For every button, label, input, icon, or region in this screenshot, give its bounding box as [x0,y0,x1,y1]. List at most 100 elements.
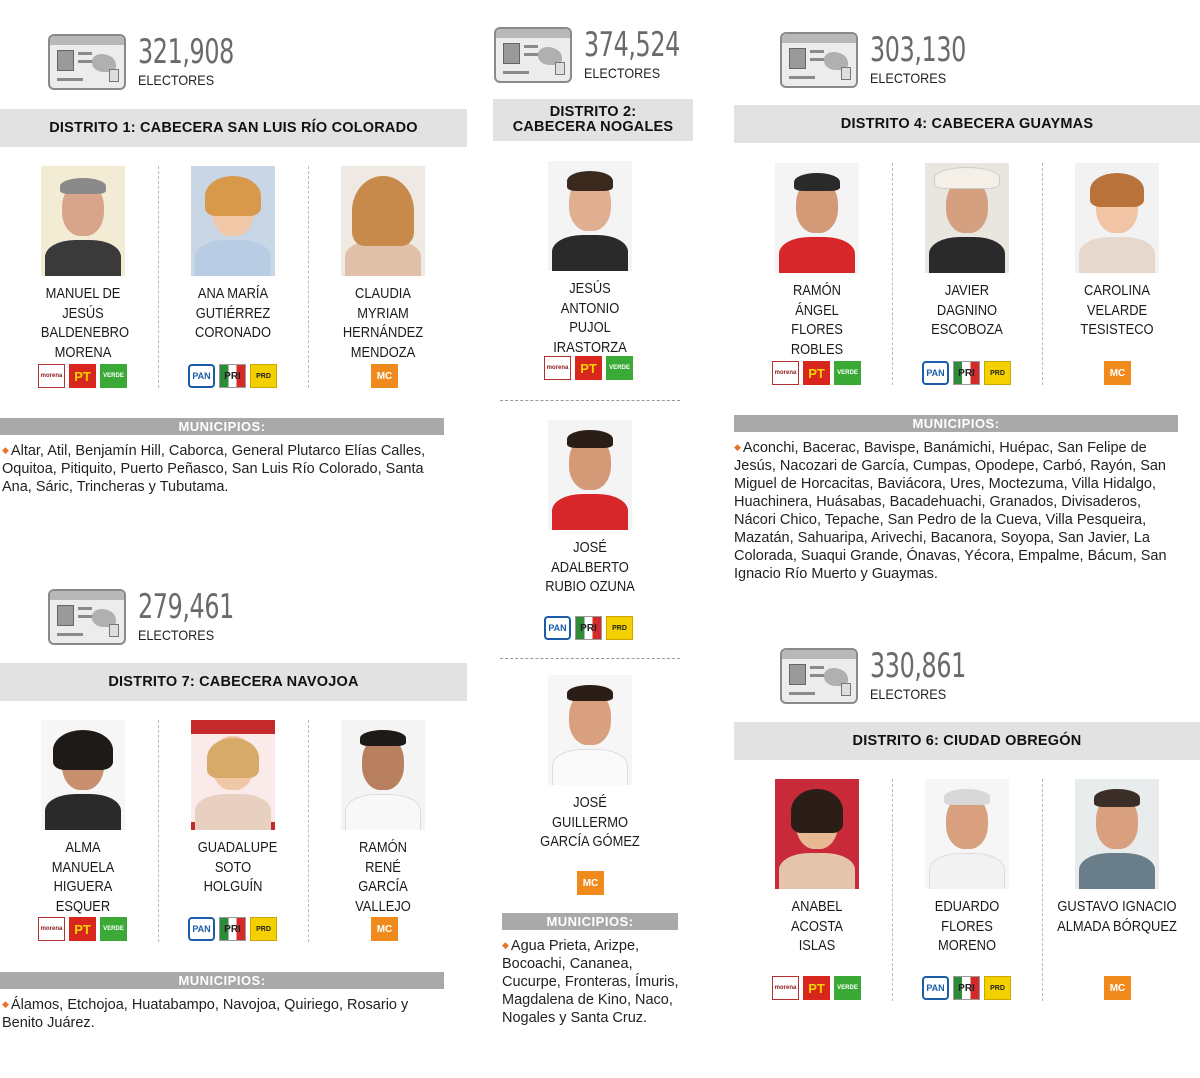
prd-logo: PRD [250,917,277,941]
orange-diamond-bullet-icon: ◆ [2,999,9,1009]
candidate-name: GUSTAVO IGNACIO ALMADA BÓRQUEZ [1057,898,1177,935]
verde-logo: VERDE [834,361,861,385]
candidate-d6-3: GUSTAVO IGNACIO ALMADA BÓRQUEZ [1042,779,1192,936]
candidate-photo [775,779,859,889]
candidate-d1-2: ANA MARÍA GUTIÉRREZ CORONADO [158,166,308,343]
candidate-d4-3: CAROLINA VELARDE TESISTECO [1042,163,1192,340]
municipios-header: MUNICIPIOS: [0,972,444,989]
pan-logo: PAN [188,364,215,388]
candidate-photo [548,161,632,271]
party-logos: MC [371,917,398,941]
candidate-d7-1: ALMA MANUELA HIGUERA ESQUER [8,720,158,916]
party-logos: PAN PRI PRD [922,361,1011,385]
party-logos: morena PT VERDE [772,361,861,385]
candidate-photo [925,779,1009,889]
candidate-d6-1: ANABEL ACOSTA ISLAS [742,779,892,956]
municipios-list: ◆ Aconchi, Bacerac, Bavispe, Banámichi, H… [734,440,1167,582]
district-6-title: DISTRITO 6: CIUDAD OBREGÓN [734,722,1200,760]
verde-logo: VERDE [834,976,861,1000]
candidate-d4-1: RAMÓN ÁNGEL FLORES ROBLES [742,163,892,359]
candidate-d1-3: CLAUDIA MYRIAM HERNÁNDEZ MENDOZA [308,166,458,362]
voters-d1: 321,908 ELECTORES [48,34,261,90]
pri-logo: PRI [953,976,980,1000]
candidate-name: ALMA MANUELA HIGUERA ESQUER [51,839,115,915]
mc-logo: MC [371,364,398,388]
voters-label: ELECTORES [584,65,661,81]
mc-logo: MC [371,917,398,941]
pt-logo: PT [575,356,602,380]
candidate-name: MANUEL DE JESÚS BALDENEBRO MORENA [40,285,130,361]
candidate-name: RAMÓN RENÉ GARCÍA VALLEJO [355,839,411,915]
candidate-photo [341,720,425,830]
pan-logo: PAN [922,976,949,1000]
morena-logo: morena [38,917,65,941]
pri-logo: PRI [953,361,980,385]
party-logos: MC [371,364,398,388]
morena-logo: morena [772,361,799,385]
municipios-list: ◆ Álamos, Etchojoa, Huatabampo, Navojoa, … [2,997,409,1031]
candidate-photo [1075,163,1159,273]
district-2-title: DISTRITO 2: CABECERA NOGALES [493,99,693,141]
candidate-name: JAVIER DAGNINO ESCOBOZA [931,282,1003,338]
candidate-photo [548,675,632,785]
voters-count: 303,130 [870,30,966,70]
party-logos: morena PT VERDE [38,917,127,941]
pan-logo: PAN [922,361,949,385]
party-logos: PAN PRI PRD [922,976,1011,1000]
municipios-list: ◆ Altar, Atil, Benjamín Hill, Caborca, Ge… [2,443,426,495]
candidate-photo [191,166,275,276]
orange-diamond-bullet-icon: ◆ [2,445,9,455]
candidate-d7-2: GUADALUPE SOTO HOLGUÍN [158,720,308,897]
candidate-photo [191,720,275,830]
party-logos: MC [1104,976,1131,1000]
party-logos: morena PT VERDE [544,356,633,380]
candidate-name: JOSÉ ADALBERTO RUBIO OZUNA [545,539,635,595]
candidate-photo [775,163,859,273]
party-logos: PAN PRI PRD [188,917,277,941]
candidate-name: JOSÉ GUILLERMO GARCÍA GÓMEZ [540,794,640,850]
voter-card-icon [780,648,858,704]
district-1-title: DISTRITO 1: CABECERA SAN LUIS RÍO COLORA… [0,109,467,147]
party-logos: morena PT VERDE [38,364,127,388]
voter-card-icon [780,32,858,88]
candidate-name: EDUARDO FLORES MORENO [934,898,1000,954]
district-7-title: DISTRITO 7: CABECERA NAVOJOA [0,663,467,701]
pri-logo: PRI [219,917,246,941]
candidate-name: JESÚS ANTONIO PUJOL IRASTORZA [553,280,627,356]
candidate-name: ANA MARÍA GUTIÉRREZ CORONADO [195,285,271,341]
voters-d7: 279,461 ELECTORES [48,589,261,645]
prd-logo: PRD [606,616,633,640]
party-logos: MC [577,871,604,895]
pri-logo: PRI [575,616,602,640]
voters-count: 374,524 [584,25,680,65]
candidate-d2-1: JESÚS ANTONIO PUJOL IRASTORZA [515,161,665,357]
pt-logo: PT [803,361,830,385]
morena-logo: morena [772,976,799,1000]
voters-d4: 303,130 ELECTORES [780,32,993,88]
voters-label: ELECTORES [138,72,215,88]
municipios-header: MUNICIPIOS: [0,418,444,435]
candidate-d6-2: EDUARDO FLORES MORENO [892,779,1042,956]
verde-logo: VERDE [100,917,127,941]
voter-card-icon [48,34,126,90]
voters-d6: 330,861 ELECTORES [780,648,993,704]
candidate-name: CLAUDIA MYRIAM HERNÁNDEZ MENDOZA [342,285,424,361]
voters-label: ELECTORES [138,627,215,643]
candidate-photo [548,420,632,530]
party-logos: morena PT VERDE [772,976,861,1000]
candidate-d2-3: JOSÉ GUILLERMO GARCÍA GÓMEZ [515,675,665,852]
voters-label: ELECTORES [870,70,947,86]
orange-diamond-bullet-icon: ◆ [502,940,509,950]
party-logos: MC [1104,361,1131,385]
pan-logo: PAN [544,616,571,640]
voters-label: ELECTORES [870,686,947,702]
mc-logo: MC [1104,976,1131,1000]
district-4-title: DISTRITO 4: CABECERA GUAYMAS [734,105,1200,143]
candidate-d2-2: JOSÉ ADALBERTO RUBIO OZUNA [515,420,665,597]
voters-count: 330,861 [870,646,966,686]
candidate-photo [341,166,425,276]
orange-diamond-bullet-icon: ◆ [734,442,741,452]
candidate-photo [41,166,125,276]
verde-logo: VERDE [606,356,633,380]
candidate-d4-2: JAVIER DAGNINO ESCOBOZA [892,163,1042,340]
